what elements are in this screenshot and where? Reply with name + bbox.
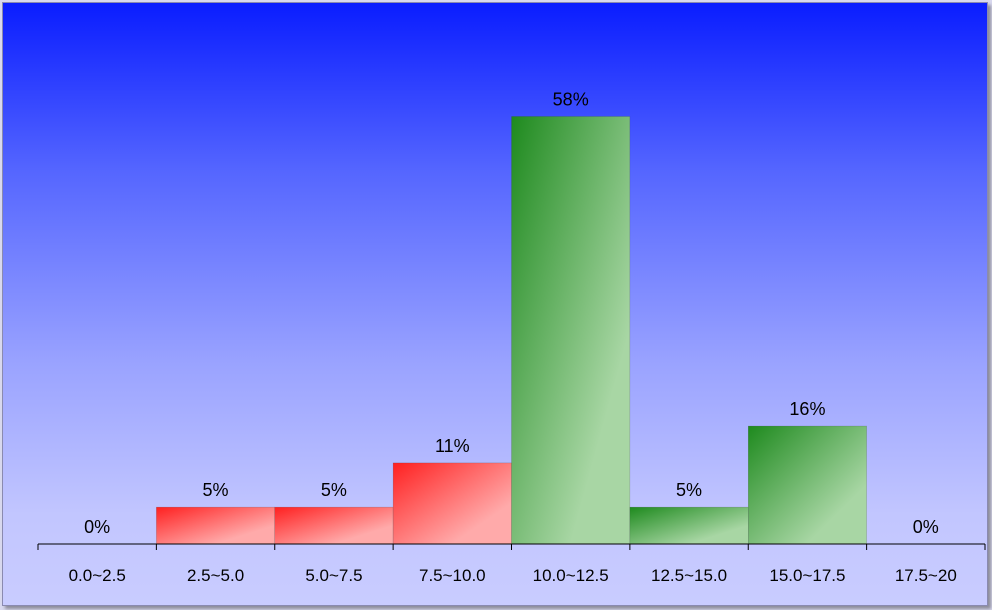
value-label-1: 5% — [203, 480, 229, 500]
category-labels-group: 0.0~2.5 2.5~5.0 5.0~7.5 7.5~10.0 10.0~12.5 12… — [69, 566, 957, 585]
value-label-4: 58% — [553, 89, 589, 109]
value-label-5: 5% — [676, 480, 702, 500]
value-label-0: 0% — [84, 517, 110, 537]
category-label-6: 15.0~17.5 — [769, 566, 845, 585]
bar-1 — [156, 506, 275, 545]
chart: 0% 5% 5% 11% 58% 5% 16% 0% 0.0~2.5 2.5~5.0 5.0~7.… — [37, 89, 986, 585]
bar-5 — [629, 506, 749, 545]
bar-6 — [748, 425, 867, 545]
category-label-7: 17.5~20 — [895, 566, 957, 585]
bars-group — [156, 116, 867, 545]
value-label-6: 16% — [789, 399, 825, 419]
category-label-2: 5.0~7.5 — [305, 566, 362, 585]
value-label-3: 11% — [435, 436, 470, 456]
category-label-5: 12.5~15.0 — [651, 566, 727, 585]
bar-4 — [511, 116, 631, 545]
category-label-0: 0.0~2.5 — [69, 566, 126, 585]
value-label-2: 5% — [321, 480, 347, 500]
category-label-4: 10.0~12.5 — [533, 566, 609, 585]
value-label-7: 0% — [913, 517, 939, 537]
bar-3 — [392, 462, 512, 545]
value-labels-group: 0% 5% 5% 11% 58% 5% 16% 0% — [84, 89, 939, 537]
x-axis-ticks — [37, 544, 986, 550]
category-label-3: 7.5~10.0 — [419, 566, 486, 585]
category-label-1: 2.5~5.0 — [187, 566, 244, 585]
bar-2 — [274, 506, 394, 545]
